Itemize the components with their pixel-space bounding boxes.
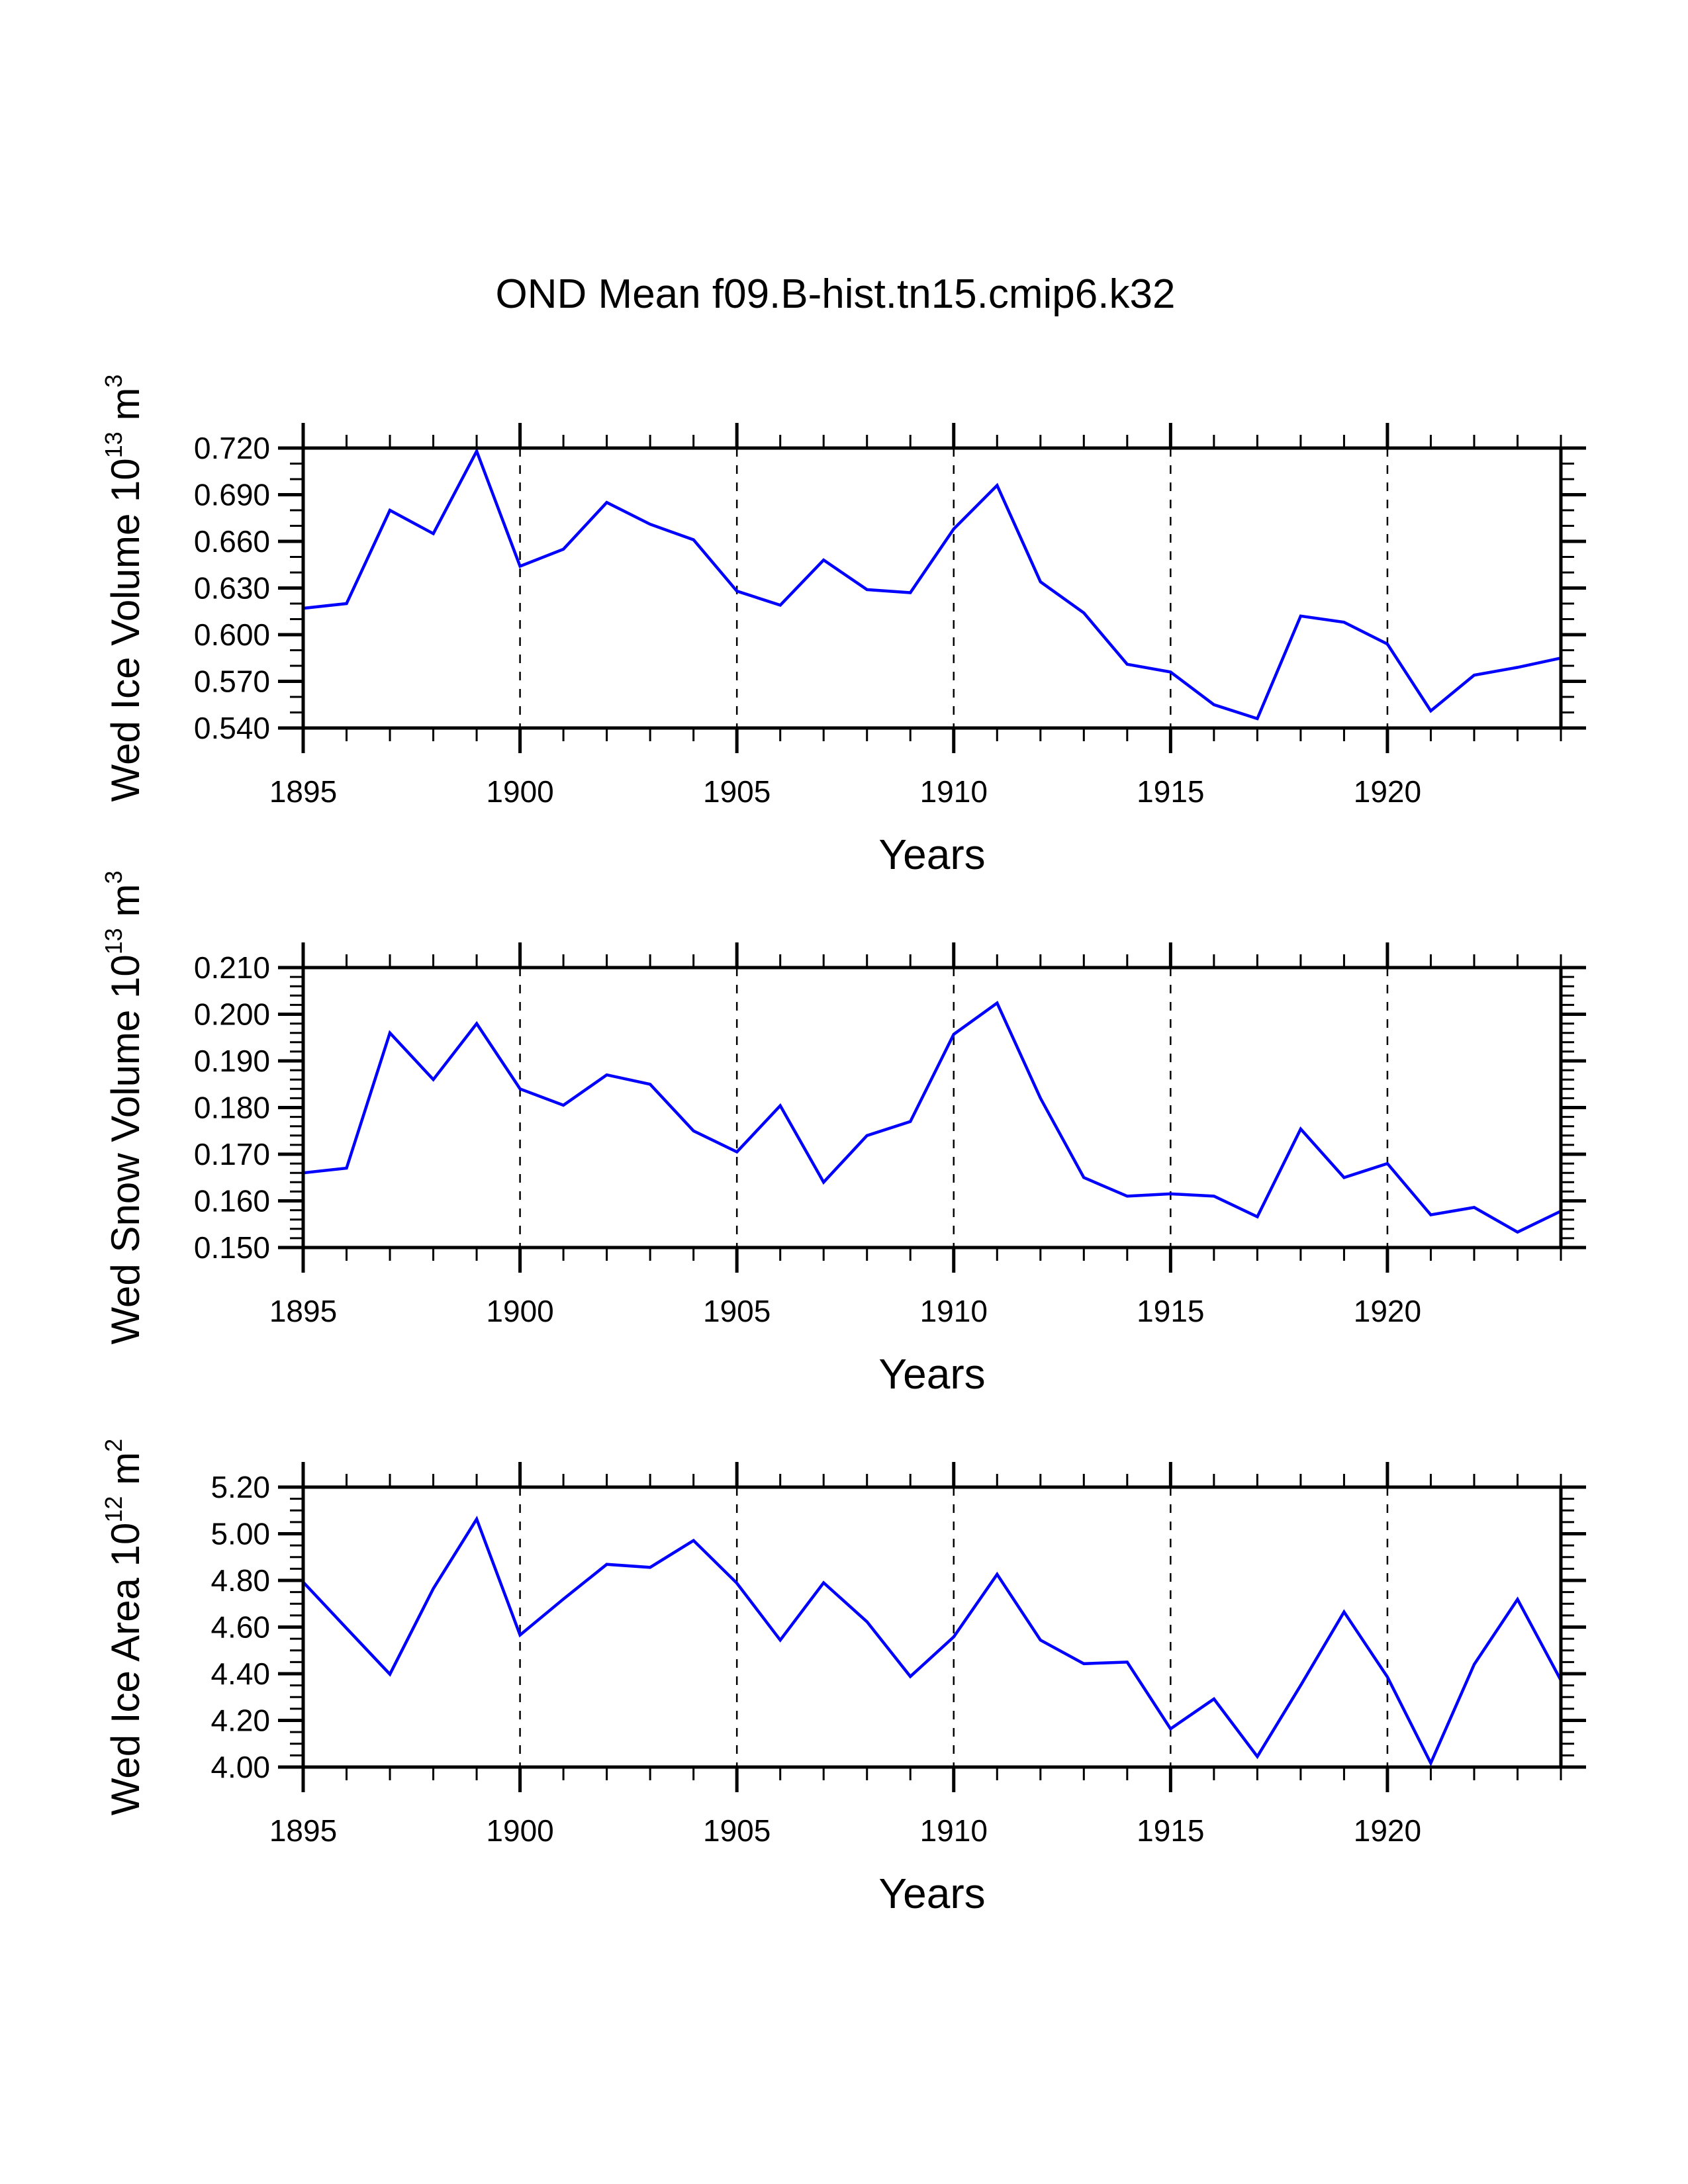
y-tick-label: 0.200: [194, 997, 270, 1032]
y-tick-label: 4.20: [211, 1704, 270, 1738]
y-tick-label: 0.190: [194, 1044, 270, 1078]
x-tick-label: 1920: [1354, 774, 1421, 809]
x-tick-label: 1895: [269, 1294, 337, 1328]
plot-frame: [301, 1485, 1563, 1769]
y-axis-label-exponent: 12: [100, 1496, 127, 1523]
x-tick-label: 1915: [1137, 1813, 1204, 1848]
x-axis-label: Years: [878, 1350, 985, 1398]
y-axis-label: Wed Snow Volume 1013 m3: [100, 871, 148, 1345]
x-tick-label: 1915: [1137, 774, 1204, 809]
x-tick-label: 1900: [486, 774, 553, 809]
y-tick-label: 0.150: [194, 1230, 270, 1265]
plot-frame: [301, 446, 1563, 730]
y-axis-label: Wed Ice Area 1012 m2: [100, 1439, 148, 1815]
y-tick-label: 5.20: [211, 1470, 270, 1504]
panel-ice-area: 4.00 4.20 4.40 4.60 4.80 5.00 5.20 1895 1900 1905…: [100, 1439, 1586, 1917]
y-tick-label: 0.160: [194, 1184, 270, 1218]
y-tick-label: 0.210: [194, 950, 270, 985]
y-axis-label-unit: m: [103, 1452, 148, 1496]
x-tick-label: 1920: [1354, 1294, 1421, 1328]
x-tick-label: 1905: [703, 774, 771, 809]
y-axis-label-text: Wed Ice Volume 10: [103, 458, 148, 801]
y-axis-label-unit-exponent: 2: [100, 1439, 127, 1452]
y-axis-label-text: Wed Snow Volume 10: [103, 954, 148, 1344]
series-line-snow-volume: [303, 1001, 1562, 1234]
chart-title: OND Mean f09.B-hist.tn15.cmip6.k32: [496, 271, 1176, 317]
y-tick-label: 0.630: [194, 571, 270, 606]
panel-ice-volume: 0.540 0.570 0.600 0.630 0.660 0.690 0.720 1895 1…: [100, 375, 1586, 878]
x-tick-label: 1900: [486, 1294, 553, 1328]
x-axis-label: Years: [878, 831, 985, 878]
x-axis-label: Years: [878, 1870, 985, 1917]
y-tick-label: 0.660: [194, 524, 270, 559]
x-tick-label: 1895: [269, 1813, 337, 1848]
y-axis-label-text: Wed Ice Area 10: [103, 1523, 148, 1816]
x-tick-label: 1905: [703, 1813, 771, 1848]
y-axis-label-unit-exponent: 3: [100, 871, 127, 884]
x-tick-label: 1915: [1137, 1294, 1204, 1328]
y-axis-label-exponent: 13: [100, 432, 127, 458]
y-tick-label: 0.600: [194, 617, 270, 652]
y-tick-label: 0.540: [194, 711, 270, 745]
y-tick-label: 0.180: [194, 1091, 270, 1125]
x-tick-label: 1900: [486, 1813, 553, 1848]
y-axis-label: Wed Ice Volume 1013 m3: [100, 375, 148, 802]
y-axis-label-unit: m: [103, 884, 148, 929]
x-tick-label: 1905: [703, 1294, 771, 1328]
y-tick-label: 4.80: [211, 1563, 270, 1598]
y-tick-label: 0.570: [194, 664, 270, 699]
panel-snow-volume: 0.150 0.160 0.170 0.180 0.190 0.200 0.210 1895 1…: [100, 871, 1586, 1398]
y-tick-label: 0.170: [194, 1137, 270, 1171]
y-axis-label-unit-exponent: 3: [100, 375, 127, 388]
series-line-ice-area: [302, 1516, 1562, 1767]
y-tick-label: 0.720: [194, 431, 270, 465]
y-tick-label: 0.690: [194, 478, 270, 512]
x-tick-label: 1895: [269, 774, 337, 809]
x-tick-label: 1920: [1354, 1813, 1421, 1848]
y-tick-label: 4.60: [211, 1610, 270, 1645]
y-tick-label: 4.00: [211, 1750, 270, 1784]
x-tick-label: 1910: [920, 1813, 988, 1848]
y-tick-label: 4.40: [211, 1657, 270, 1691]
plot-frame: [301, 966, 1563, 1250]
panels: 0.540 0.570 0.600 0.630 0.660 0.690 0.720 1895 1…: [100, 375, 1586, 1917]
x-tick-label: 1910: [920, 774, 988, 809]
y-axis-label-unit: m: [103, 388, 148, 432]
y-axis-label-exponent: 13: [100, 928, 127, 954]
x-tick-label: 1910: [920, 1294, 988, 1328]
y-tick-label: 5.00: [211, 1517, 270, 1551]
series-line-ice-volume: [303, 447, 1562, 721]
